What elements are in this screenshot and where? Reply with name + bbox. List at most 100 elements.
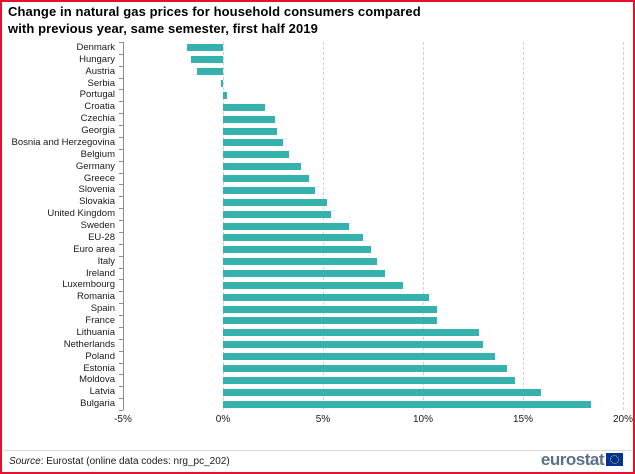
bar-sweden — [223, 222, 349, 230]
bar-eu-28 — [223, 234, 363, 242]
title-line-2: with previous year, same semester, first… — [8, 20, 318, 36]
bar-portugal — [223, 91, 227, 99]
y-axis-tick — [119, 113, 123, 114]
category-label-moldova: Moldova — [79, 374, 115, 386]
category-label-austria: Austria — [85, 65, 115, 77]
y-axis-tick — [119, 351, 123, 352]
bar-austria — [197, 68, 223, 76]
eurostat-logo: eurostat — [541, 451, 623, 468]
y-axis-tick — [119, 66, 123, 67]
category-label-bosnia-and-herzegovina: Bosnia and Herzegovina — [11, 136, 115, 148]
y-axis-tick — [119, 279, 123, 280]
bar-serbia — [221, 80, 223, 88]
bar-euro-area — [223, 246, 371, 254]
bar-slovenia — [223, 186, 315, 194]
bar-lithuania — [223, 329, 479, 337]
category-label-germany: Germany — [75, 160, 115, 172]
category-label-ireland: Ireland — [85, 267, 115, 279]
bar-ireland — [223, 269, 385, 277]
y-axis-tick — [119, 196, 123, 197]
x-axis-label-20pct: 20% — [612, 414, 634, 425]
category-label-slovenia: Slovenia — [78, 184, 115, 196]
category-label-poland: Poland — [85, 350, 115, 362]
y-axis-tick — [119, 89, 123, 90]
footer-divider — [4, 450, 631, 451]
bar-latvia — [223, 388, 541, 396]
y-axis-tick — [119, 42, 123, 43]
gridline-15pct — [523, 42, 524, 410]
category-label-denmark: Denmark — [76, 42, 115, 53]
y-axis-tick — [119, 386, 123, 387]
category-label-euro-area: Euro area — [73, 243, 115, 255]
category-label-slovakia: Slovakia — [79, 196, 115, 208]
category-label-eu-28: EU-28 — [88, 231, 115, 243]
category-label-georgia: Georgia — [81, 125, 115, 137]
y-axis-tick — [119, 184, 123, 185]
category-label-united-kingdom: United Kingdom — [47, 208, 115, 220]
page-title: Change in natural gas prices for househo… — [8, 4, 421, 37]
category-label-portugal: Portugal — [79, 89, 115, 101]
y-axis-tick — [119, 291, 123, 292]
category-label-bulgaria: Bulgaria — [80, 398, 115, 410]
bar-bulgaria — [223, 400, 591, 408]
category-label-italy: Italy — [97, 255, 115, 267]
bar-netherlands — [223, 341, 483, 349]
bar-bosnia-and-herzegovina — [223, 139, 283, 147]
bar-poland — [223, 353, 495, 361]
y-axis-tick — [119, 398, 123, 399]
eurostat-logo-text: eurostat — [540, 450, 605, 469]
y-axis-tick — [119, 244, 123, 245]
y-axis-tick — [119, 303, 123, 304]
bar-georgia — [223, 127, 277, 135]
bar-luxembourg — [223, 281, 403, 289]
y-axis-tick — [119, 232, 123, 233]
x-axis-label-10pct: 10% — [412, 414, 434, 425]
y-axis-tick — [119, 208, 123, 209]
category-label-romania: Romania — [76, 291, 115, 303]
y-axis-tick — [119, 268, 123, 269]
bar-moldova — [223, 376, 515, 384]
x-axis-label-0pct: 0% — [215, 414, 231, 425]
category-label-czechia: Czechia — [80, 113, 115, 125]
y-axis-tick — [119, 374, 123, 375]
y-axis-tick — [119, 54, 123, 55]
source-text: Source: Eurostat (online data codes: nrg… — [9, 456, 230, 467]
bar-croatia — [223, 103, 265, 111]
category-label-hungary: Hungary — [79, 53, 115, 65]
bar-italy — [223, 258, 377, 266]
y-axis-line — [123, 42, 124, 410]
bar-spain — [223, 305, 437, 313]
y-axis-tick — [119, 78, 123, 79]
source-detail: : Eurostat (online data codes: nrg_pc_20… — [40, 456, 230, 467]
bar-germany — [223, 163, 301, 171]
bar-slovakia — [223, 198, 327, 206]
category-label-serbia: Serbia — [87, 77, 115, 89]
category-label-france: France — [85, 315, 115, 327]
title-line-1: Change in natural gas prices for househo… — [8, 4, 421, 19]
y-axis-tick — [119, 315, 123, 316]
bar-czechia — [223, 115, 275, 123]
y-axis-tick — [119, 363, 123, 364]
y-axis-tick — [119, 327, 123, 328]
category-label-belgium: Belgium — [80, 148, 115, 160]
category-label-luxembourg: Luxembourg — [62, 279, 115, 291]
y-axis-tick — [119, 339, 123, 340]
category-label-netherlands: Netherlands — [63, 338, 115, 350]
y-axis-tick — [119, 149, 123, 150]
bar-belgium — [223, 151, 289, 159]
source-label: Source — [9, 456, 41, 467]
bar-denmark — [187, 44, 223, 52]
y-axis-tick — [119, 137, 123, 138]
bar-greece — [223, 175, 309, 183]
bar-estonia — [223, 364, 507, 372]
y-axis-tick — [119, 256, 123, 257]
x-axis-label-5pct: 5% — [315, 414, 331, 425]
x-axis-label--5pct: -5% — [114, 414, 132, 425]
y-axis-tick — [119, 410, 123, 411]
category-label-spain: Spain — [90, 303, 115, 315]
y-axis-tick — [119, 161, 123, 162]
y-axis-tick — [119, 125, 123, 126]
bar-romania — [223, 293, 429, 301]
